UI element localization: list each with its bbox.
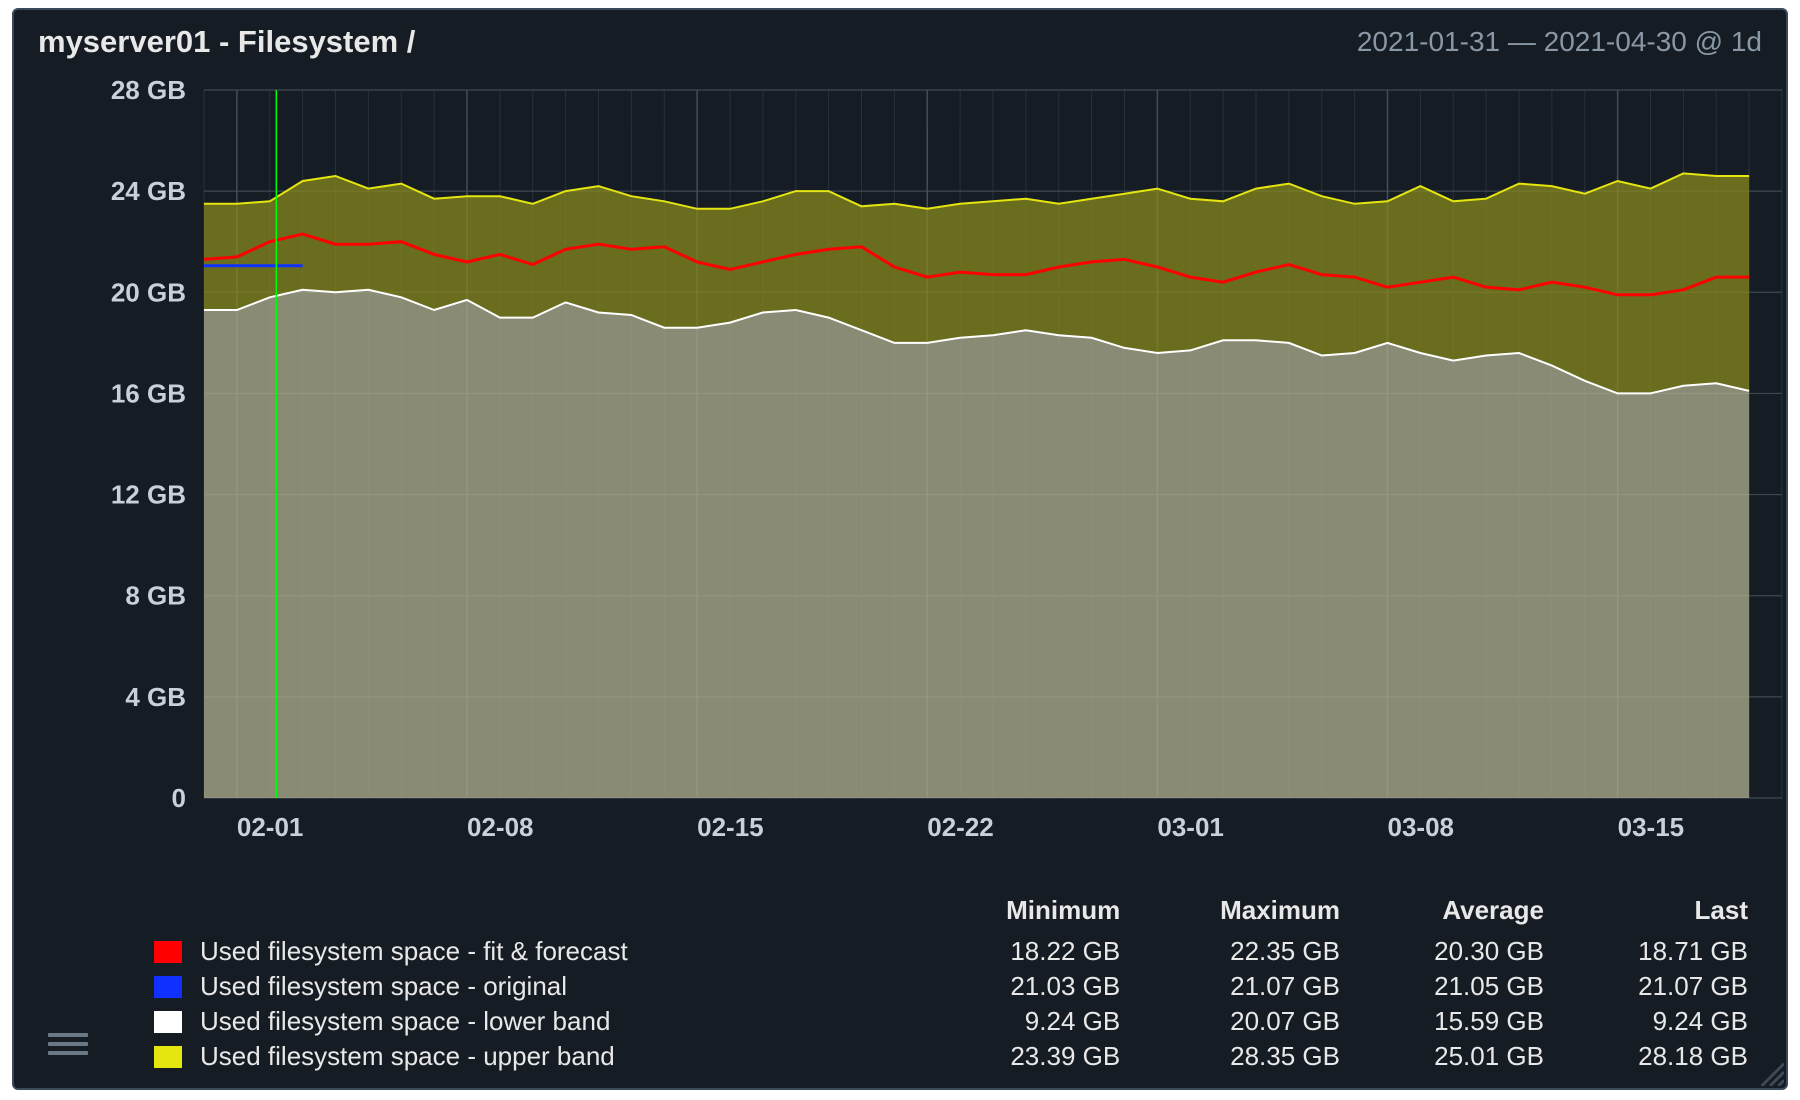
legend-last: 28.18 GB: [1554, 1039, 1758, 1074]
legend-avg: 21.05 GB: [1350, 969, 1554, 1004]
resize-handle-icon[interactable]: [1756, 1058, 1784, 1086]
legend-min: 18.22 GB: [920, 934, 1131, 969]
time-range: 2021-01-31 — 2021-04-30 @ 1d: [1357, 26, 1762, 58]
svg-text:03-01: 03-01: [1157, 812, 1224, 842]
legend-col-last: Last: [1554, 891, 1758, 934]
svg-text:24 GB: 24 GB: [111, 176, 186, 206]
svg-text:8 GB: 8 GB: [125, 581, 186, 611]
legend-last: 9.24 GB: [1554, 1004, 1758, 1039]
legend-min: 23.39 GB: [920, 1039, 1131, 1074]
svg-text:02-08: 02-08: [467, 812, 534, 842]
legend-min: 9.24 GB: [920, 1004, 1131, 1039]
legend-max: 22.35 GB: [1130, 934, 1350, 969]
svg-text:03-15: 03-15: [1618, 812, 1685, 842]
svg-text:20 GB: 20 GB: [111, 277, 186, 307]
legend-avg: 25.01 GB: [1350, 1039, 1554, 1074]
legend-row[interactable]: Used filesystem space - original21.03 GB…: [144, 969, 1758, 1004]
legend-header-row: Minimum Maximum Average Last: [144, 891, 1758, 934]
svg-text:02-01: 02-01: [237, 812, 304, 842]
legend-avg: 20.30 GB: [1350, 934, 1554, 969]
svg-text:0: 0: [172, 783, 186, 813]
legend-max: 20.07 GB: [1130, 1004, 1350, 1039]
svg-text:16 GB: 16 GB: [111, 378, 186, 408]
panel-title: myserver01 - Filesystem /: [38, 24, 415, 60]
svg-text:12 GB: 12 GB: [111, 480, 186, 510]
svg-text:4 GB: 4 GB: [125, 682, 186, 712]
legend-series-name: Used filesystem space - lower band: [144, 1004, 920, 1039]
legend-max: 28.35 GB: [1130, 1039, 1350, 1074]
legend-col-max: Maximum: [1130, 891, 1350, 934]
legend-min: 21.03 GB: [920, 969, 1131, 1004]
legend-last: 18.71 GB: [1554, 934, 1758, 969]
legend-swatch: [154, 1046, 182, 1068]
legend-swatch: [154, 1011, 182, 1033]
svg-text:02-15: 02-15: [697, 812, 764, 842]
legend-last: 21.07 GB: [1554, 969, 1758, 1004]
chart-svg[interactable]: 0 4 GB 8 GB 12 GB 16 GB 20 GB 24 GB 28 GB 02-01 0…: [14, 70, 1788, 860]
legend-col-name: [144, 891, 920, 934]
chart-panel: myserver01 - Filesystem / 2021-01-31 — 2…: [12, 8, 1788, 1090]
legend-row[interactable]: Used filesystem space - fit & forecast18…: [144, 934, 1758, 969]
legend-swatch: [154, 976, 182, 998]
svg-text:28 GB: 28 GB: [111, 75, 186, 105]
legend-avg: 15.59 GB: [1350, 1004, 1554, 1039]
legend-series-name: Used filesystem space - fit & forecast: [144, 934, 920, 969]
legend-series-name: Used filesystem space - original: [144, 969, 920, 1004]
chart-area[interactable]: 0 4 GB 8 GB 12 GB 16 GB 20 GB 24 GB 28 GB 02-01 0…: [14, 70, 1786, 860]
panel-header: myserver01 - Filesystem / 2021-01-31 — 2…: [14, 10, 1786, 68]
svg-text:02-22: 02-22: [927, 812, 994, 842]
legend-max: 21.07 GB: [1130, 969, 1350, 1004]
legend-row[interactable]: Used filesystem space - upper band23.39 …: [144, 1039, 1758, 1074]
legend-row[interactable]: Used filesystem space - lower band9.24 G…: [144, 1004, 1758, 1039]
legend-table: Minimum Maximum Average Last Used filesy…: [144, 891, 1758, 1074]
legend-series-name: Used filesystem space - upper band: [144, 1039, 920, 1074]
svg-text:03-08: 03-08: [1388, 812, 1455, 842]
legend-col-avg: Average: [1350, 891, 1554, 934]
legend-col-min: Minimum: [920, 891, 1131, 934]
panel-menu-icon[interactable]: [48, 1028, 88, 1054]
legend-swatch: [154, 941, 182, 963]
